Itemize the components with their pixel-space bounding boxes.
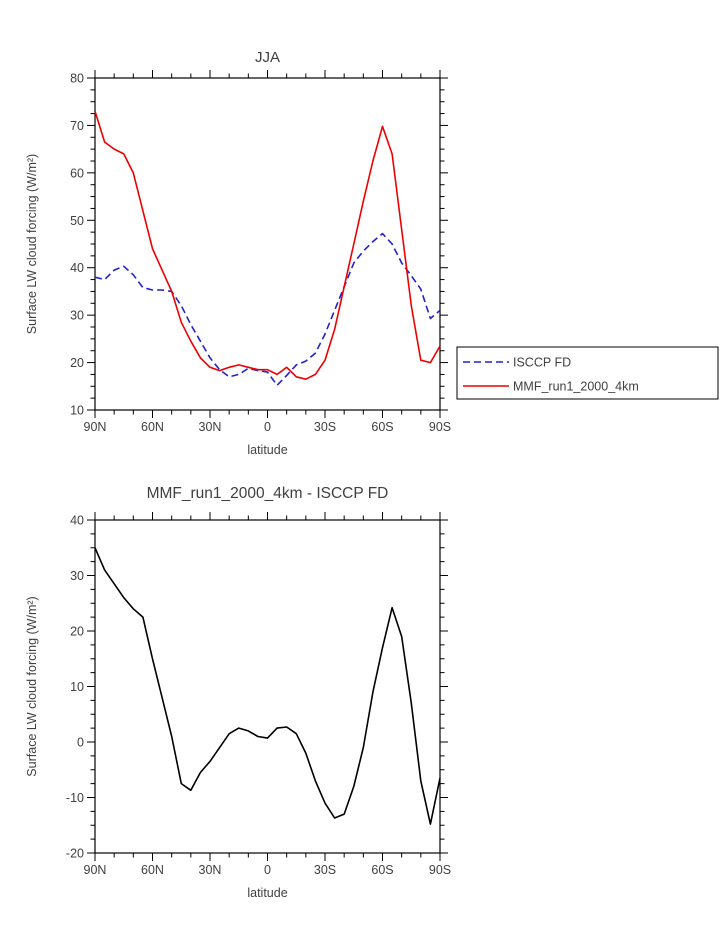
tick-marks <box>87 512 448 861</box>
x-tick-label: 60N <box>141 863 164 877</box>
y-tick-label: -10 <box>66 791 84 805</box>
tick-marks <box>87 70 448 418</box>
legend-label: ISCCP FD <box>513 356 571 370</box>
axis-labels: 90N 60N 30N 0 30S 60S 90S -20 -10 0 10 20 30 40 MMF_ru… <box>25 485 451 900</box>
x-tick-label: 60S <box>371 420 393 434</box>
legend-box <box>456 346 719 400</box>
x-tick-label: 90S <box>429 420 451 434</box>
x-tick-label: 90N <box>84 863 107 877</box>
series-line-mmf-minus-isccp-difference <box>94 547 441 825</box>
y-tick-label: 0 <box>77 736 84 750</box>
x-tick-label: 60N <box>141 420 164 434</box>
plot-frame <box>94 77 441 411</box>
x-tick-label: 30N <box>199 863 222 877</box>
x-tick-label: 30S <box>314 420 336 434</box>
y-tick-label: -20 <box>66 847 84 861</box>
x-tick-label: 30S <box>314 863 336 877</box>
axes <box>94 77 441 411</box>
axis-labels: 90N 60N 30N 0 30S 60S 90S 10 20 30 40 50 60 70 80 JJA la… <box>25 49 451 457</box>
x-tick-label: 0 <box>264 420 271 434</box>
x-tick-label: 0 <box>264 863 271 877</box>
chart-title: JJA <box>255 49 280 66</box>
plot-frame <box>94 519 441 854</box>
legend: ISCCP FD MMF_run1_2000_4km <box>456 346 719 400</box>
chart-difference: 90N 60N 30N 0 30S 60S 90S -20 -10 0 10 20 30 40 MMF_ru… <box>0 470 723 915</box>
x-axis-label: latitude <box>247 443 287 457</box>
y-tick-label: 10 <box>70 404 84 418</box>
y-tick-label: 40 <box>70 261 84 275</box>
y-axis-label: Surface LW cloud forcing (W/m²) <box>25 154 39 334</box>
x-axis-label: latitude <box>247 886 287 900</box>
y-tick-label: 20 <box>70 356 84 370</box>
y-tick-label: 60 <box>70 166 84 180</box>
x-tick-label: 90S <box>429 863 451 877</box>
y-tick-label: 20 <box>70 625 84 639</box>
y-tick-label: 50 <box>70 214 84 228</box>
x-tick-label: 90N <box>84 420 107 434</box>
jja-line-chart: 90N 60N 30N 0 30S 60S 90S 10 20 30 40 50 60 70 80 JJA la… <box>25 49 719 457</box>
legend-label: MMF_run1_2000_4km <box>513 380 639 394</box>
axes <box>94 519 441 854</box>
y-axis-label: Surface LW cloud forcing (W/m²) <box>25 596 39 776</box>
y-tick-label: 30 <box>70 309 84 323</box>
y-tick-label: 10 <box>70 680 84 694</box>
chart-jja: 90N 60N 30N 0 30S 60S 90S 10 20 30 40 50 60 70 80 JJA la… <box>25 49 719 457</box>
x-tick-label: 30N <box>199 420 222 434</box>
y-tick-label: 80 <box>70 72 84 86</box>
y-tick-label: 40 <box>70 514 84 528</box>
series-line-mmf-run1-2000-4km <box>94 110 441 381</box>
x-tick-label: 60S <box>371 863 393 877</box>
y-tick-label: 70 <box>70 119 84 133</box>
chart-title: MMF_run1_2000_4km - ISCCP FD <box>147 485 389 502</box>
series-line-isccp-fd <box>94 232 441 387</box>
difference-line-chart: 90N 60N 30N 0 30S 60S 90S -20 -10 0 10 20 30 40 MMF_ru… <box>25 485 451 900</box>
y-tick-label: 30 <box>70 569 84 583</box>
